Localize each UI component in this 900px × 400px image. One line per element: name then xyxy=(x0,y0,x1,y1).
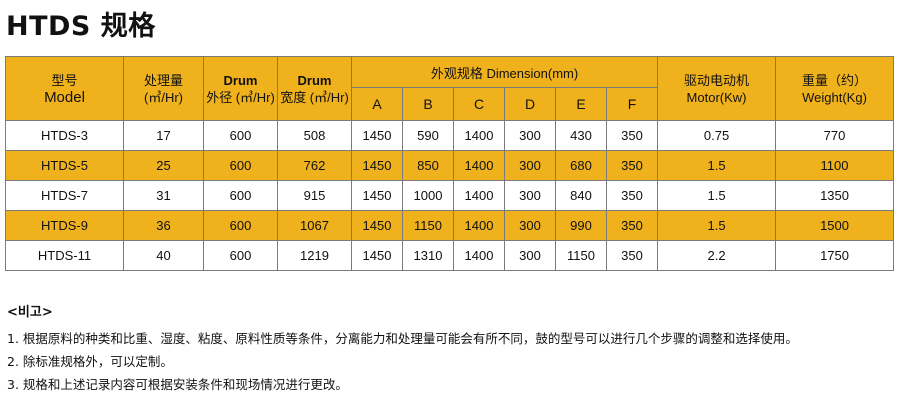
cell-motor: 0.75 xyxy=(657,120,777,151)
cell-drum-width: 508 xyxy=(277,120,352,151)
cell-dim-a: 1450 xyxy=(351,210,403,241)
header-drum-width-bottom: 宽度 (㎥/Hr) xyxy=(280,89,349,105)
cell-drum-outer: 600 xyxy=(203,240,278,271)
cell-weight: 1100 xyxy=(775,150,895,181)
cell-drum-outer: 600 xyxy=(203,150,278,181)
table-row: HTDS-11 40 600 1219 1450 1310 1400 300 1… xyxy=(5,240,895,271)
cell-model: HTDS-9 xyxy=(5,210,124,241)
header-motor: 驱动电动机 Motor(Kw) xyxy=(657,56,777,121)
header-dim-a: A xyxy=(351,87,403,121)
cell-model: HTDS-7 xyxy=(5,180,124,211)
cell-capacity: 40 xyxy=(123,240,204,271)
header-drum-width: Drum 宽度 (㎥/Hr) xyxy=(277,56,352,121)
cell-dim-e: 840 xyxy=(555,180,607,211)
cell-dim-f: 350 xyxy=(605,210,659,241)
cell-drum-width: 915 xyxy=(277,180,352,211)
cell-dim-c: 1400 xyxy=(453,180,505,211)
header-dimension-group: 外观规格 Dimension(mm) xyxy=(350,56,659,88)
header-capacity: 处理量 (㎥/Hr) xyxy=(123,56,204,121)
cell-drum-outer: 600 xyxy=(203,120,278,151)
header-motor-cn: 驱动电动机 xyxy=(684,72,750,88)
header-dim-b: B xyxy=(402,87,454,121)
cell-drum-outer: 600 xyxy=(203,210,278,241)
cell-dim-b: 1310 xyxy=(402,240,454,271)
cell-motor: 2.2 xyxy=(657,240,777,271)
cell-dim-c: 1400 xyxy=(453,210,505,241)
header-model-en: Model xyxy=(44,88,85,106)
table-row: HTDS-7 31 600 915 1450 1000 1400 300 840… xyxy=(5,180,895,211)
cell-dim-b: 590 xyxy=(402,120,454,151)
cell-dim-f: 350 xyxy=(605,180,659,211)
header-dim-c: C xyxy=(453,87,505,121)
note-item: 1. 根据原料的种类和比重、湿度、粘度、原料性质等条件，分离能力和处理量可能会有… xyxy=(7,331,798,346)
notes-heading: <비고> xyxy=(7,305,53,320)
cell-dim-f: 350 xyxy=(605,240,659,271)
cell-weight: 1500 xyxy=(775,210,895,241)
cell-dim-c: 1400 xyxy=(453,240,505,271)
cell-dim-e: 680 xyxy=(555,150,607,181)
table-row: HTDS-3 17 600 508 1450 590 1400 300 430 … xyxy=(5,120,895,151)
cell-dim-f: 350 xyxy=(605,150,659,181)
cell-weight: 770 xyxy=(775,120,895,151)
table-row: HTDS-5 25 600 762 1450 850 1400 300 680 … xyxy=(5,150,895,181)
cell-model: HTDS-11 xyxy=(5,240,124,271)
header-drum-outer: Drum 外径 (㎥/Hr) xyxy=(203,56,278,121)
notes-section: <비고> 1. 根据原料的种类和比重、湿度、粘度、原料性质等条件，分离能力和处理… xyxy=(7,301,798,396)
cell-dim-a: 1450 xyxy=(351,150,403,181)
header-drum-outer-bottom: 外径 (㎥/Hr) xyxy=(206,89,275,105)
page-title: HTDS 规格 xyxy=(6,11,156,42)
note-item: 3. 规格和上述记录内容可根据安装条件和现场情况进行更改。 xyxy=(7,377,348,392)
spec-table: 型号 Model 处理量 (㎥/Hr) Drum 外径 (㎥/Hr) Drum … xyxy=(5,56,895,271)
cell-motor: 1.5 xyxy=(657,150,777,181)
cell-drum-width: 762 xyxy=(277,150,352,181)
cell-dim-c: 1400 xyxy=(453,120,505,151)
header-model: 型号 Model xyxy=(5,56,124,121)
cell-dim-b: 850 xyxy=(402,150,454,181)
table-row: HTDS-9 36 600 1067 1450 1150 1400 300 99… xyxy=(5,210,895,241)
header-dim-f: F xyxy=(605,87,659,121)
header-dim-e: E xyxy=(555,87,607,121)
cell-dim-c: 1400 xyxy=(453,150,505,181)
header-model-cn: 型号 xyxy=(51,72,78,88)
cell-capacity: 17 xyxy=(123,120,204,151)
cell-model: HTDS-3 xyxy=(5,120,124,151)
cell-dim-b: 1000 xyxy=(402,180,454,211)
header-weight: 重量（约） Weight(Kg) xyxy=(775,56,895,121)
note-item: 2. 除标准规格外，可以定制。 xyxy=(7,354,173,369)
header-dim-d: D xyxy=(504,87,556,121)
header-drum-outer-top: Drum xyxy=(223,72,258,88)
cell-dim-e: 430 xyxy=(555,120,607,151)
cell-dim-d: 300 xyxy=(504,180,556,211)
header-capacity-unit: (㎥/Hr) xyxy=(144,89,183,105)
cell-capacity: 31 xyxy=(123,180,204,211)
cell-capacity: 36 xyxy=(123,210,204,241)
header-motor-en: Motor(Kw) xyxy=(686,89,747,105)
header-capacity-cn: 处理量 xyxy=(143,72,183,88)
cell-capacity: 25 xyxy=(123,150,204,181)
cell-drum-outer: 600 xyxy=(203,180,278,211)
cell-drum-width: 1067 xyxy=(277,210,352,241)
cell-model: HTDS-5 xyxy=(5,150,124,181)
cell-dim-a: 1450 xyxy=(351,180,403,211)
cell-weight: 1750 xyxy=(775,240,895,271)
cell-dim-b: 1150 xyxy=(402,210,454,241)
header-weight-cn: 重量（约） xyxy=(802,72,868,88)
cell-drum-width: 1219 xyxy=(277,240,352,271)
header-weight-en: Weight(Kg) xyxy=(802,89,867,105)
cell-dim-d: 300 xyxy=(504,210,556,241)
cell-motor: 1.5 xyxy=(657,210,777,241)
cell-dim-f: 350 xyxy=(605,120,659,151)
cell-dim-e: 990 xyxy=(555,210,607,241)
cell-dim-d: 300 xyxy=(504,240,556,271)
cell-dim-a: 1450 xyxy=(351,240,403,271)
cell-motor: 1.5 xyxy=(657,180,777,211)
cell-dim-e: 1150 xyxy=(555,240,607,271)
cell-weight: 1350 xyxy=(775,180,895,211)
cell-dim-d: 300 xyxy=(504,150,556,181)
cell-dim-d: 300 xyxy=(504,120,556,151)
header-drum-width-top: Drum xyxy=(297,72,332,88)
cell-dim-a: 1450 xyxy=(351,120,403,151)
